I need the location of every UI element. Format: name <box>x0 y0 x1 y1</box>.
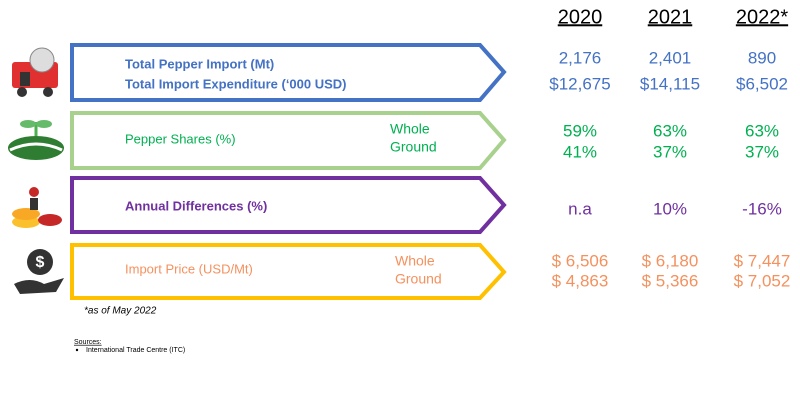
value-cell: $12,675 <box>549 74 610 93</box>
value-cell: 63% <box>745 121 779 140</box>
row-sublabel: Whole <box>395 253 435 269</box>
value-cell: 41% <box>563 142 597 161</box>
year-header: 2021 <box>648 6 693 28</box>
svg-text:$: $ <box>36 254 45 271</box>
row-label: Total Pepper Import (Mt) <box>125 56 274 71</box>
value-cell: $ 4,863 <box>552 271 609 290</box>
bullet <box>75 348 79 352</box>
row-arrow <box>70 243 507 300</box>
value-cell: 10% <box>653 199 687 218</box>
row-sublabel: Ground <box>395 271 442 287</box>
value-cell: n.a <box>568 199 592 218</box>
value-cell: $ 5,366 <box>642 271 699 290</box>
year-header: 2020 <box>558 6 603 28</box>
value-cell: $ 7,447 <box>734 251 791 270</box>
row-arrow <box>70 43 507 102</box>
sources-title: Sources: <box>74 339 102 346</box>
row-arrow <box>70 111 507 170</box>
value-cell: -16% <box>742 199 782 218</box>
plant-icon <box>8 120 64 160</box>
row-label: Annual Differences (%) <box>125 198 267 213</box>
value-cell: $ 7,052 <box>734 271 791 290</box>
row-sublabel: Whole <box>390 121 430 137</box>
import-icon <box>12 47 58 97</box>
value-cell: 37% <box>653 142 687 161</box>
value-cell: 59% <box>563 121 597 140</box>
money-hand-icon: $ <box>14 249 64 294</box>
row-label: Import Price (USD/Mt) <box>125 261 253 276</box>
footnote: *as of May 2022 <box>84 306 157 317</box>
coins-icon <box>12 187 62 228</box>
value-cell: $ 6,180 <box>642 251 699 270</box>
source-item: International Trade Centre (ITC) <box>86 347 185 354</box>
value-cell: 2,401 <box>649 48 692 67</box>
row-label: Total Import Expenditure (‘000 USD) <box>125 76 347 91</box>
value-cell: 2,176 <box>559 48 602 67</box>
year-header: 2022* <box>736 6 788 28</box>
value-cell: $14,115 <box>640 74 700 93</box>
value-cell: 37% <box>745 142 779 161</box>
row-label: Pepper Shares (%) <box>125 131 236 146</box>
value-cell: $6,502 <box>736 74 788 93</box>
row-arrow <box>70 176 507 234</box>
row-sublabel: Ground <box>390 139 437 155</box>
value-cell: 63% <box>653 121 687 140</box>
value-cell: 890 <box>748 48 776 67</box>
value-cell: $ 6,506 <box>552 251 609 270</box>
